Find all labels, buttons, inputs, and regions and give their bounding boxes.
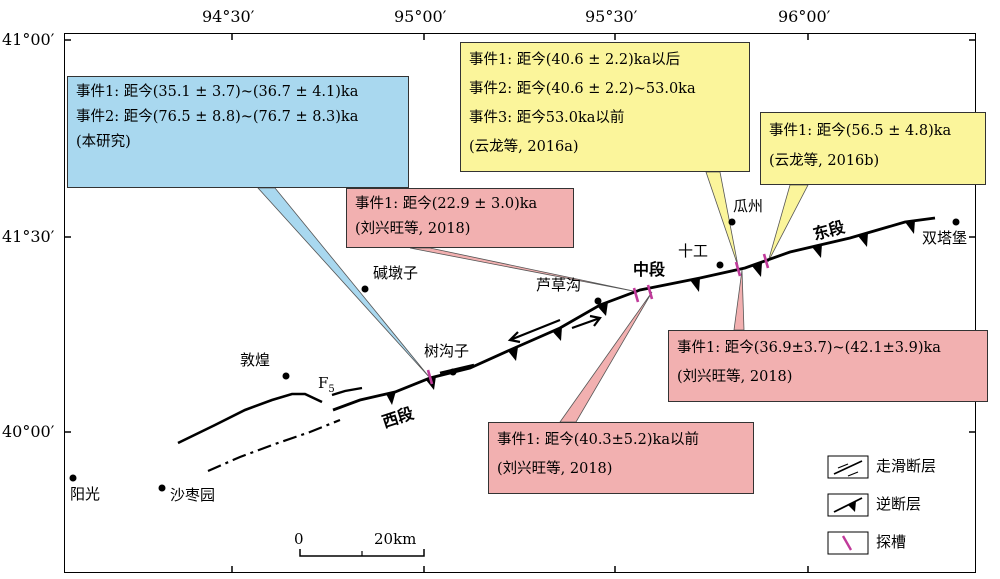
f5-fault-short — [331, 386, 363, 397]
place-shuangtabao: 双塔堡 — [922, 229, 968, 247]
pink-top-callout-pointer — [409, 247, 639, 293]
callout-yellow-right: 事件1: 距今(56.5 ± 4.8)ka (云龙等, 2016b) — [760, 112, 986, 185]
callout-yellow-mid-line-1: 事件1: 距今(40.6 ± 2.2)ka以后 — [469, 52, 681, 68]
yellow-right-callout-pointer — [767, 184, 809, 263]
callout-blue: 事件1: 距今(35.1 ± 3.7)~(36.7 ± 4.1)ka 事件2: … — [67, 76, 409, 188]
place-shugouzi: 树沟子 — [424, 342, 470, 360]
callout-pink-right: 事件1: 距今(36.9±3.7)~(42.1±3.9)ka (刘兴旺等, 20… — [668, 330, 988, 402]
callout-pink-top-line-1: 事件1: 距今(22.9 ± 3.0)ka — [355, 196, 538, 212]
inferred-fault — [207, 418, 341, 473]
callout-blue-line-2: 事件2: 距今(76.5 ± 8.8)~(76.7 ± 8.3)ka — [76, 109, 359, 125]
map-frame — [64, 33, 976, 573]
legend-strike-slip: 走滑断层 — [876, 457, 937, 475]
lon-label-9600: 96°00′ — [778, 7, 831, 26]
place-dunhuang: 敦煌 — [240, 351, 271, 369]
callout-yellow-mid: 事件1: 距今(40.6 ± 2.2)ka以后 事件2: 距今(40.6 ± 2… — [460, 42, 750, 172]
callout-yellow-mid-line-3: 事件3: 距今53.0ka以前 — [469, 110, 625, 126]
callout-blue-line-1: 事件1: 距今(35.1 ± 3.7)~(36.7 ± 4.1)ka — [76, 84, 359, 100]
pink-right-callout-pointer — [733, 269, 745, 331]
callout-pink-bottom-line-2: (刘兴旺等, 2018) — [497, 461, 613, 477]
place-lucaogou: 芦草沟 — [536, 276, 582, 294]
lat-label-4130: 41°30′ — [2, 227, 55, 246]
callout-yellow-right-line-2: (云龙等, 2016b) — [769, 153, 880, 169]
place-guazhou: 瓜州 — [733, 197, 764, 215]
callout-yellow-mid-line-2: 事件2: 距今(40.6 ± 2.2)~53.0ka — [469, 81, 696, 97]
top-ticks — [64, 33, 976, 573]
legend-symbols — [827, 455, 869, 555]
place-shazaoyuan: 沙枣园 — [170, 486, 216, 504]
callout-blue-line-3: (本研究) — [76, 134, 131, 150]
scale-end-label: 20km — [374, 530, 417, 548]
callout-pink-right-line-2: (刘兴旺等, 2018) — [677, 369, 793, 385]
main-thrust-fault — [332, 216, 936, 412]
yellow-mid-callout-pointer — [705, 171, 739, 267]
segment-middle: 中段 — [633, 260, 666, 279]
strike-slip-arrows — [507, 314, 602, 344]
place-jiandunzi: 碱墩子 — [373, 264, 419, 282]
scale-zero-label: 0 — [294, 530, 304, 548]
lat-label-4100: 41°00′ — [2, 30, 55, 49]
strike-slip-segment — [439, 363, 475, 375]
callout-pink-bottom-line-1: 事件1: 距今(40.3±5.2)ka以前 — [497, 432, 699, 448]
lat-label-4000: 40°00′ — [2, 422, 55, 441]
lon-label-9530: 95°30′ — [585, 7, 638, 26]
callout-pink-top-line-2: (刘兴旺等, 2018) — [355, 221, 471, 237]
callout-pink-bottom: 事件1: 距今(40.3±5.2)ka以前 (刘兴旺等, 2018) — [488, 422, 754, 494]
legend-trench: 探槽 — [876, 533, 907, 551]
fault-f5-label: F5 — [318, 374, 335, 395]
lon-label-9430: 94°30′ — [202, 7, 255, 26]
callout-pink-right-line-1: 事件1: 距今(36.9±3.7)~(42.1±3.9)ka — [677, 340, 941, 356]
legend-thrust: 逆断层 — [876, 495, 922, 513]
place-yangguan: 阳光 — [70, 485, 101, 503]
callout-yellow-mid-line-4: (云龙等, 2016a) — [469, 139, 579, 155]
place-dots — [69, 218, 960, 492]
f5-fault-line — [177, 392, 323, 445]
callout-pink-top: 事件1: 距今(22.9 ± 3.0)ka (刘兴旺等, 2018) — [346, 188, 574, 248]
place-shigong: 十工 — [678, 242, 709, 260]
lon-label-9500: 95°00′ — [394, 7, 447, 26]
callout-yellow-right-line-1: 事件1: 距今(56.5 ± 4.8)ka — [769, 123, 952, 139]
trenches — [426, 253, 770, 385]
blue-callout-pointer — [257, 187, 431, 379]
